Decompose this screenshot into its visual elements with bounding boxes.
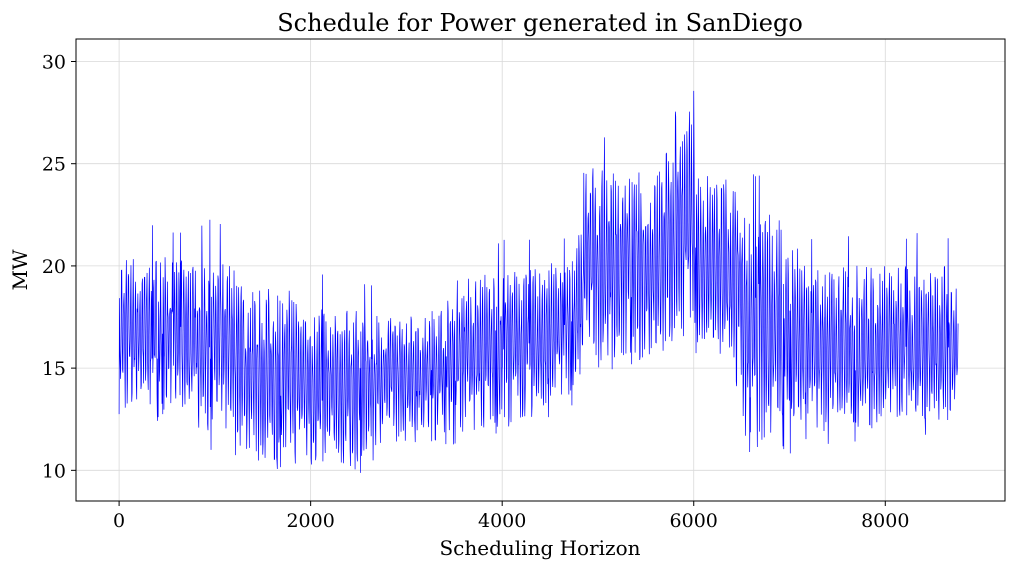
grid (76, 39, 1005, 501)
y-tick-label: 15 (42, 358, 66, 380)
y-tick-label: 20 (42, 256, 66, 278)
series-line-0 (118, 90, 959, 473)
x-tick-label: 6000 (670, 510, 718, 532)
x-tick-label: 2000 (286, 510, 334, 532)
y-tick-label: 25 (42, 154, 66, 176)
series-area (118, 90, 959, 473)
chart-title: Schedule for Power generated in SanDiego (277, 9, 803, 37)
y-axis-label: MW (8, 249, 32, 290)
plot-frame (75, 38, 1006, 502)
x-axis: 0 2000 4000 6000 8000 (113, 501, 909, 532)
y-axis: 10 15 20 25 30 (42, 51, 76, 482)
x-axis-label: Scheduling Horizon (439, 536, 640, 560)
x-tick-label: 0 (113, 510, 125, 532)
y-tick-label: 30 (42, 51, 66, 73)
y-tick-label: 10 (42, 460, 66, 482)
x-tick-label: 4000 (478, 510, 526, 532)
x-tick-label: 8000 (861, 510, 909, 532)
